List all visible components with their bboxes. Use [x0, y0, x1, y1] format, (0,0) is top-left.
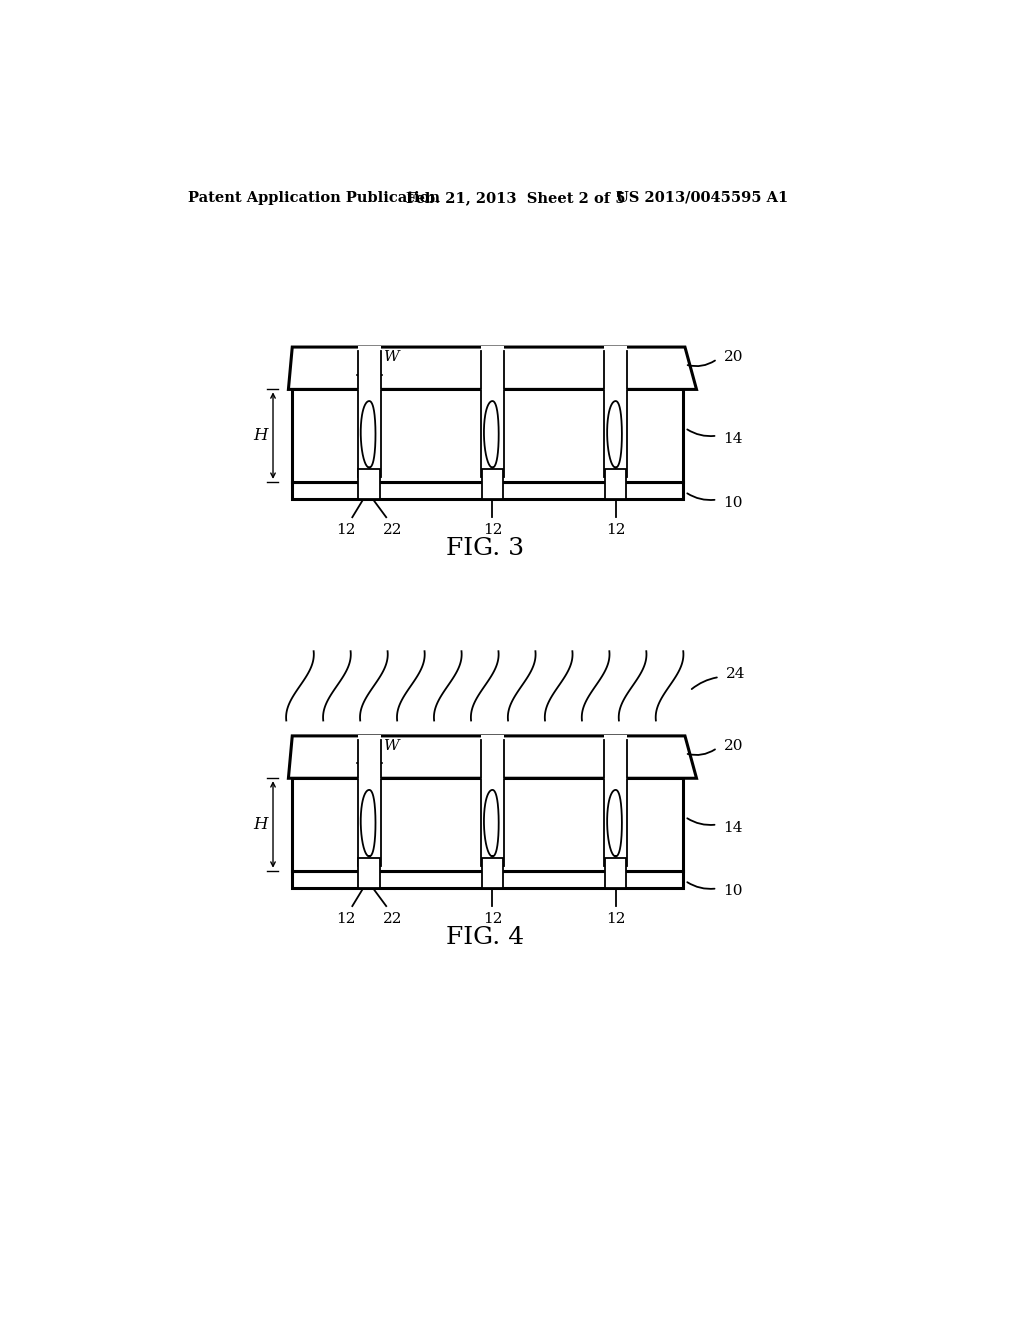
Text: W: W [384, 739, 399, 752]
Bar [357, 346, 381, 391]
Text: US 2013/0045595 A1: US 2013/0045595 A1 [615, 191, 787, 205]
Text: 10: 10 [724, 884, 743, 899]
Bar [605, 858, 627, 887]
Polygon shape [292, 871, 683, 887]
Bar [357, 779, 381, 866]
Text: 12: 12 [482, 524, 502, 537]
Bar [481, 779, 504, 866]
Text: 22: 22 [383, 912, 402, 927]
Polygon shape [292, 389, 683, 482]
Bar [358, 470, 380, 499]
Text: 12: 12 [482, 912, 502, 927]
Bar [481, 389, 504, 478]
Text: 20: 20 [724, 350, 743, 364]
Text: 12: 12 [606, 912, 626, 927]
Bar [604, 346, 628, 391]
Text: Patent Application Publication: Patent Application Publication [188, 191, 440, 205]
Text: FIG. 3: FIG. 3 [445, 537, 524, 560]
Bar [481, 346, 504, 391]
Text: 22: 22 [383, 524, 402, 537]
Polygon shape [292, 482, 683, 499]
Text: 14: 14 [724, 432, 743, 446]
Text: Feb. 21, 2013  Sheet 2 of 5: Feb. 21, 2013 Sheet 2 of 5 [407, 191, 626, 205]
Text: 24: 24 [726, 667, 745, 681]
Bar [481, 470, 503, 499]
Bar [357, 389, 381, 478]
Bar [604, 735, 628, 779]
Bar [481, 858, 503, 887]
Text: 12: 12 [337, 524, 356, 537]
Text: 14: 14 [724, 821, 743, 834]
Text: 20: 20 [724, 738, 743, 752]
Bar [604, 779, 628, 866]
Text: W: W [384, 350, 399, 364]
Polygon shape [289, 737, 696, 779]
Bar [604, 389, 628, 478]
Text: H: H [254, 428, 268, 444]
Text: H: H [254, 816, 268, 833]
Text: FIG. 4: FIG. 4 [445, 927, 524, 949]
Bar [358, 858, 380, 887]
Bar [357, 735, 381, 779]
Text: 10: 10 [724, 495, 743, 510]
Text: 12: 12 [337, 912, 356, 927]
Bar [605, 470, 627, 499]
Text: 12: 12 [606, 524, 626, 537]
Polygon shape [292, 779, 683, 871]
Polygon shape [289, 347, 696, 389]
Bar [481, 735, 504, 779]
